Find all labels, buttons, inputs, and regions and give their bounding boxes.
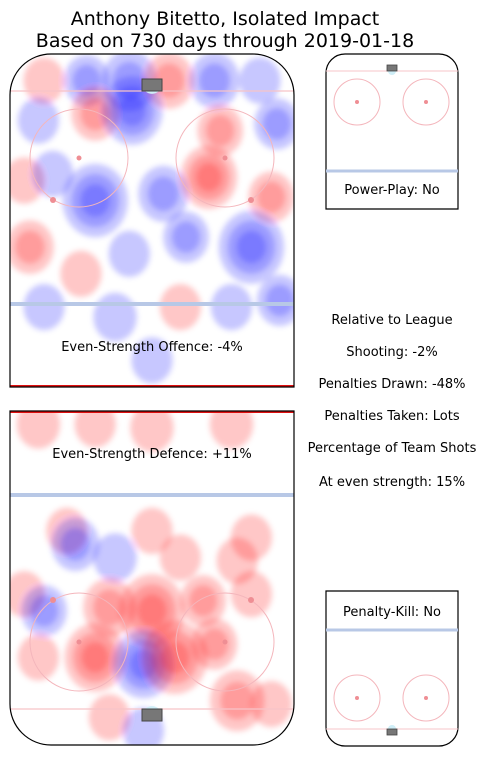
- heatmap-contour: [93, 292, 137, 342]
- heatmap-contour: [131, 337, 173, 384]
- heatmap-contour: [262, 108, 291, 140]
- defence-rink: Even-Strength Defence: +11%: [9, 410, 295, 746]
- heatmap-contour: [159, 284, 201, 331]
- heatmap-blob: [197, 105, 243, 157]
- heatmap-blob: [88, 694, 130, 741]
- heatmap-blob: [16, 411, 61, 449]
- heatmap-blob: [60, 250, 102, 297]
- stat-relative: Relative to League: [331, 313, 453, 328]
- heatmap-blob: [62, 163, 128, 238]
- heatmap-contour: [147, 176, 179, 212]
- heatmap-contour: [74, 411, 116, 448]
- heatmap-blob: [130, 411, 174, 452]
- heatmap-contour: [16, 411, 61, 449]
- stat-pct-team-shots: Percentage of Team Shots: [307, 441, 477, 456]
- defence-label: Even-Strength Defence: +11%: [52, 447, 251, 462]
- heatmap-blob: [10, 220, 54, 274]
- heatmap-contour: [199, 63, 230, 98]
- offence-label: Even-Strength Offence: -4%: [61, 340, 243, 355]
- heatmap-blob: [180, 145, 238, 209]
- heatmap-contour: [209, 411, 254, 449]
- heatmap-blob: [17, 97, 59, 144]
- heatmap-contour: [60, 527, 91, 561]
- heatmap-contour: [210, 284, 253, 331]
- heatmap-blob: [191, 618, 238, 670]
- heatmap-contour: [200, 628, 229, 660]
- heatmap-contour: [118, 95, 146, 126]
- penalty-kill-label: Penalty-Kill: No: [343, 605, 441, 620]
- heatmap-blob: [101, 76, 163, 145]
- heatmap-blob: [74, 411, 116, 448]
- heatmap-blob: [93, 533, 137, 582]
- heatmap-contour: [93, 533, 137, 582]
- heatmap-contour: [31, 150, 74, 197]
- heatmap-blob: [131, 507, 173, 554]
- heatmap-contour: [23, 57, 65, 104]
- stat-penalties-taken: Penalties Taken: Lots: [324, 409, 460, 424]
- heatmap-contour: [137, 594, 167, 628]
- heatmap-blob: [209, 411, 254, 449]
- offence-heatmap: [10, 54, 294, 384]
- heatmap-blob: [159, 534, 201, 581]
- heatmap-blob: [218, 210, 285, 284]
- heatmap-blob: [239, 57, 281, 104]
- stat-penalties-drawn: Penalties Drawn: -48%: [318, 377, 466, 392]
- heatmap-contour: [23, 284, 65, 331]
- heatmap-contour: [130, 411, 174, 452]
- offence-rink: Even-Strength Offence: -4%: [9, 53, 295, 388]
- heatmap-contour: [159, 534, 201, 581]
- heatmap-contour: [250, 680, 292, 728]
- heatmap-contour: [220, 681, 254, 720]
- heatmap-contour: [30, 595, 59, 627]
- heatmap-blob: [254, 98, 294, 150]
- heatmap-blob: [256, 274, 294, 326]
- heatmap-blob: [21, 585, 67, 637]
- heatmap-contour: [160, 641, 190, 674]
- heatmap-contour: [17, 97, 59, 144]
- heatmap-contour: [131, 507, 173, 554]
- heatmap-contour: [108, 230, 150, 277]
- heatmap-blob: [23, 284, 65, 331]
- chart-title: Anthony Bitetto, Isolated Impact: [70, 8, 380, 30]
- penalty-kill-rink: Penalty-Kill: No: [325, 590, 459, 747]
- heatmap-blob: [51, 517, 100, 571]
- heatmap-contour: [265, 284, 294, 317]
- heatmap-contour: [196, 163, 222, 192]
- heatmap-blob: [180, 575, 226, 627]
- heatmap-blob: [250, 680, 292, 728]
- heatmap-contour: [81, 642, 109, 673]
- heatmap-contour: [17, 634, 59, 681]
- heatmap-blob: [138, 165, 189, 222]
- heatmap-blob: [23, 57, 65, 104]
- heatmap-blob: [108, 230, 150, 277]
- stat-at-even-strength: At even strength: 15%: [318, 475, 466, 490]
- power-play-rink: Power-Play: No: [325, 53, 459, 210]
- heatmap-blob: [17, 634, 59, 681]
- heatmap-contour: [230, 571, 272, 618]
- heatmap-blob: [93, 292, 137, 342]
- heatmap-blob: [248, 171, 294, 223]
- heatmap-blob: [189, 54, 240, 109]
- heatmap-blob: [210, 284, 253, 331]
- chart-subtitle: Based on 730 days through 2019-01-18: [35, 30, 415, 52]
- power-play-label: Power-Play: No: [344, 183, 440, 198]
- heatmap-contour: [189, 585, 218, 617]
- heatmap-blob: [163, 211, 209, 263]
- heatmap-contour: [206, 114, 235, 147]
- heatmap-contour: [172, 221, 201, 253]
- heatmap-contour: [257, 181, 286, 213]
- stat-shooting: Shooting: -2%: [346, 345, 438, 360]
- heatmap-contour: [15, 230, 45, 264]
- heatmap-blob: [131, 337, 173, 384]
- heatmap-blob: [31, 150, 74, 197]
- heatmap-contour: [236, 230, 266, 264]
- heatmap-contour: [80, 184, 110, 217]
- heatmap-blob: [159, 284, 201, 331]
- heatmap-contour: [239, 57, 281, 104]
- heatmap-contour: [88, 694, 130, 741]
- heatmap-contour: [60, 250, 102, 297]
- heatmap-blob: [230, 571, 272, 618]
